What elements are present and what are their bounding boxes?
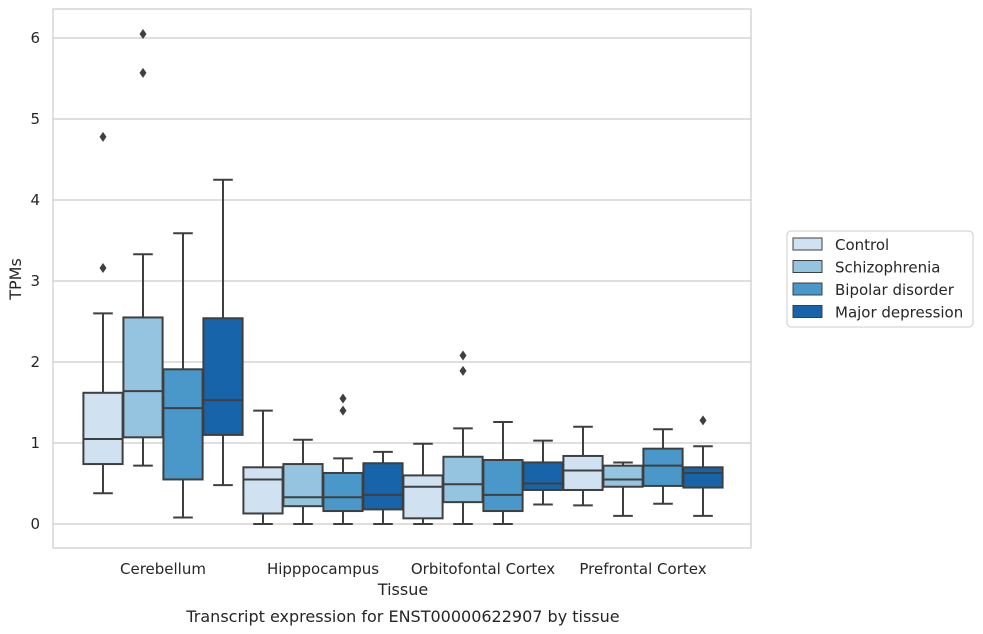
y-tick-label: 2 [30, 353, 40, 371]
x-tick-label: Prefrontal Cortex [579, 560, 706, 578]
box [642, 447, 684, 487]
chart-title: Transcript expression for ENST0000062290… [185, 607, 619, 626]
legend-swatch [792, 282, 823, 296]
legend-frame [786, 230, 974, 328]
y-tick-label: 6 [30, 29, 40, 47]
legend-label: Major depression [835, 304, 963, 322]
x-tick-labels: Cerebellum Hipppocampus Orbitofontal Corte… [120, 560, 707, 578]
outlier-point [339, 405, 347, 416]
legend-label: Schizophrenia [835, 259, 940, 277]
x-tick-label: Cerebellum [120, 560, 206, 578]
y-axis-title: TPMs [6, 258, 25, 301]
y-tick-label: 1 [30, 434, 40, 452]
legend-swatch [792, 260, 823, 273]
outlier-point [99, 263, 107, 274]
y-tick-label: 4 [30, 191, 40, 209]
box [562, 454, 604, 491]
legend-swatch [792, 237, 823, 251]
outlier-point [139, 28, 147, 39]
y-tick-labels: 0 1 2 3 4 5 6 [30, 29, 40, 533]
box [122, 316, 164, 439]
box [242, 466, 284, 515]
y-tick-label: 3 [30, 272, 40, 290]
box [442, 455, 484, 504]
y-tick-label: 5 [30, 110, 40, 128]
box [682, 466, 724, 489]
box [282, 463, 324, 508]
box [402, 474, 444, 520]
legend-label: Bipolar disorder [835, 281, 955, 299]
legend-label: Control [835, 236, 889, 254]
box-group-0 [82, 28, 244, 519]
outlier-point [699, 415, 707, 426]
outlier-point [459, 365, 467, 376]
box [362, 462, 404, 511]
box [322, 471, 364, 513]
box [82, 391, 124, 466]
x-tick-label: Orbitofontal Cortex [411, 560, 555, 578]
legend: Control Schizophrenia Bipolar disorder Majo… [786, 230, 974, 328]
box-groups [82, 28, 724, 525]
box [202, 317, 244, 436]
outlier-point [139, 67, 147, 78]
box [602, 464, 644, 488]
box [482, 459, 524, 513]
outlier-point [339, 393, 347, 404]
plot-area-frame [52, 8, 752, 549]
y-tick-label: 0 [30, 515, 40, 533]
outlier-point [459, 350, 467, 361]
box [162, 368, 204, 481]
x-axis-title: Tissue [377, 580, 428, 599]
box [522, 461, 564, 491]
box-group-3 [562, 415, 724, 517]
outlier-point [99, 131, 107, 142]
box-group-2 [402, 350, 564, 525]
x-tick-label: Hipppocampus [267, 560, 379, 578]
legend-swatch [792, 305, 823, 318]
